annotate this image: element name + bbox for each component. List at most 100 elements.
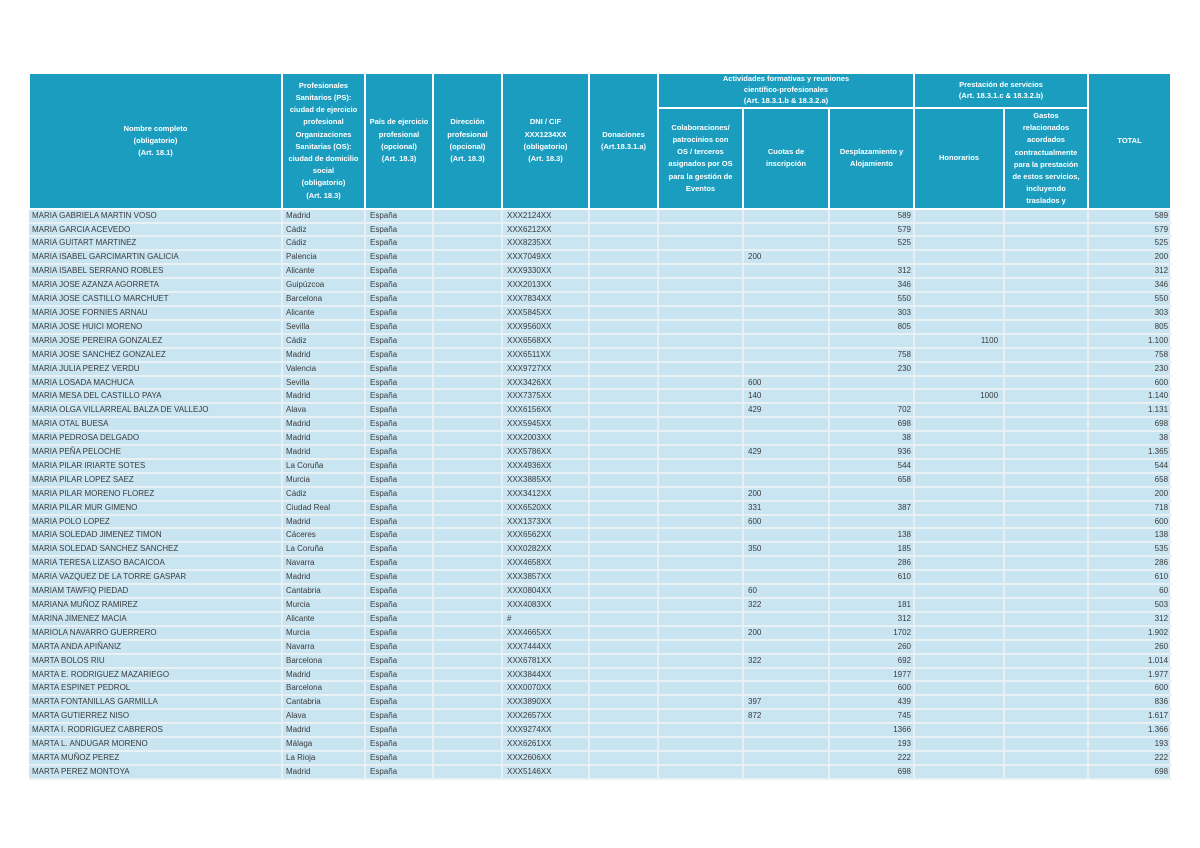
cell-country: España [365, 278, 434, 294]
cell-total: 1.014 [1088, 653, 1173, 669]
cell-address [433, 528, 503, 544]
table-row: MARTA ESPINET PEDROL Barcelona España XXX00… [29, 681, 1173, 697]
cell-total: 260 [1088, 639, 1173, 655]
cell-address [433, 667, 503, 683]
cell-name: MARIAM TAWFIQ PIEDAD [29, 584, 283, 599]
table-row: MARTA ANDA APIÑANIZ Navarra España XXX7444X… [29, 639, 1173, 655]
cell-gastos [1004, 472, 1090, 488]
cell-desplazamiento: 589 [829, 208, 916, 224]
cell-cuotas [743, 737, 830, 752]
cell-desplazamiento: 387 [829, 500, 916, 516]
cell-gastos [1004, 278, 1090, 294]
cell-address [433, 361, 503, 377]
cell-country: España [365, 542, 434, 558]
group-header-prestacion-servicios: Prestación de servicios (Art. 18.3.1.c &… [913, 72, 1090, 109]
cell-donaciones [589, 556, 659, 572]
cell-total: 222 [1088, 750, 1173, 766]
cell-address [433, 639, 503, 655]
cell-name: MARIA OLGA VILLARREAL BALZA DE VALLEJO [29, 403, 283, 419]
table-row: MARIA SOLEDAD SANCHEZ SANCHEZ La Coruña Es… [29, 542, 1173, 558]
cell-gastos [1004, 236, 1090, 252]
cell-cuotas: 200 [743, 486, 830, 502]
cell-country: España [365, 639, 434, 655]
table-row: MARIA GABRIELA MARTIN VOSO Madrid España XX… [29, 208, 1173, 224]
cell-donaciones [589, 653, 659, 669]
cell-gastos [1004, 305, 1090, 321]
cell-colaboraciones [658, 375, 744, 391]
cell-gastos [1004, 514, 1090, 530]
cell-honorarios [914, 250, 1006, 266]
cell-name: MARIA SOLEDAD SANCHEZ SANCHEZ [29, 542, 283, 558]
cell-honorarios [914, 417, 1006, 433]
cell-donaciones [589, 417, 659, 433]
cell-gastos [1004, 764, 1090, 780]
cell-address [433, 723, 503, 739]
cell-donaciones [589, 625, 659, 641]
table-row: MARIA JULIA PEREZ VERDU Valencia España XXX… [29, 361, 1173, 377]
cell-city: Murcia [282, 472, 366, 488]
cell-address [433, 403, 503, 419]
cell-total: 312 [1088, 264, 1173, 280]
cell-gastos [1004, 361, 1090, 377]
cell-honorarios [914, 347, 1006, 363]
cell-desplazamiento [829, 389, 916, 405]
cell-gastos [1004, 445, 1090, 460]
cell-city: Alicante [282, 305, 366, 321]
cell-colaboraciones [658, 472, 744, 488]
cell-cuotas [743, 319, 830, 335]
cell-donaciones [589, 445, 659, 460]
cell-desplazamiento: 312 [829, 264, 916, 280]
cell-honorarios [914, 570, 1006, 586]
cell-total: 698 [1088, 417, 1173, 433]
cell-colaboraciones [658, 723, 744, 739]
cell-honorarios [914, 486, 1006, 502]
cell-colaboraciones [658, 250, 744, 266]
table-header: Nombre completo (obligatorio) (Art. 18.1… [28, 72, 1173, 210]
cell-dni: XXX5845XX [502, 305, 590, 321]
cell-name: MARTA E. RODRIGUEZ MAZARIEGO [29, 667, 283, 683]
cell-city: Alicante [282, 264, 366, 280]
cell-address [433, 500, 503, 516]
cell-donaciones [589, 236, 659, 252]
cell-total: 1.366 [1088, 723, 1173, 739]
cell-city: Barcelona [282, 653, 366, 669]
table-row: MARTA BOLOS RIU Barcelona España XXX6781XX 3… [29, 653, 1173, 669]
cell-honorarios [914, 723, 1006, 739]
cell-colaboraciones [658, 514, 744, 530]
cell-country: España [365, 709, 434, 725]
cell-address [433, 681, 503, 697]
cell-dni: XXX5146XX [502, 764, 590, 780]
cell-dni: XXX9330XX [502, 264, 590, 280]
cell-cuotas [743, 639, 830, 655]
cell-dni: XXX6568XX [502, 333, 590, 349]
cell-dni: XXX3426XX [502, 375, 590, 391]
cell-donaciones [589, 750, 659, 766]
col-header-ciudad-ejercicio: Profesionales Sanitarios (PS): ciudad de… [281, 72, 366, 210]
cell-desplazamiento: 181 [829, 598, 916, 613]
cell-total: 600 [1088, 375, 1173, 391]
cell-cuotas [743, 528, 830, 544]
table-row: MARIA SOLEDAD JIMENEZ TIMON Cáceres España… [29, 528, 1173, 544]
cell-city: Guipúzcoa [282, 278, 366, 294]
cell-city: La Coruña [282, 542, 366, 558]
cell-dni: XXX3890XX [502, 695, 590, 711]
cell-country: España [365, 625, 434, 641]
cell-desplazamiento: 222 [829, 750, 916, 766]
cell-country: España [365, 389, 434, 405]
cell-country: España [365, 305, 434, 321]
cell-desplazamiento: 600 [829, 681, 916, 697]
cell-name: MARIA JOSE PEREIRA GONZALEZ [29, 333, 283, 349]
cell-donaciones [589, 542, 659, 558]
cell-address [433, 764, 503, 780]
col-header-direccion: Dirección profesional (opcional) (Art. 1… [432, 72, 503, 210]
cell-dni: XXX4665XX [502, 625, 590, 641]
cell-honorarios [914, 764, 1006, 780]
cell-colaboraciones [658, 639, 744, 655]
cell-gastos [1004, 264, 1090, 280]
cell-name: MARIA GARCIA ACEVEDO [29, 222, 283, 238]
cell-dni: XXX0282XX [502, 542, 590, 558]
cell-cuotas [743, 458, 830, 474]
cell-total: 230 [1088, 361, 1173, 377]
cell-city: Barcelona [282, 681, 366, 697]
cell-address [433, 236, 503, 252]
